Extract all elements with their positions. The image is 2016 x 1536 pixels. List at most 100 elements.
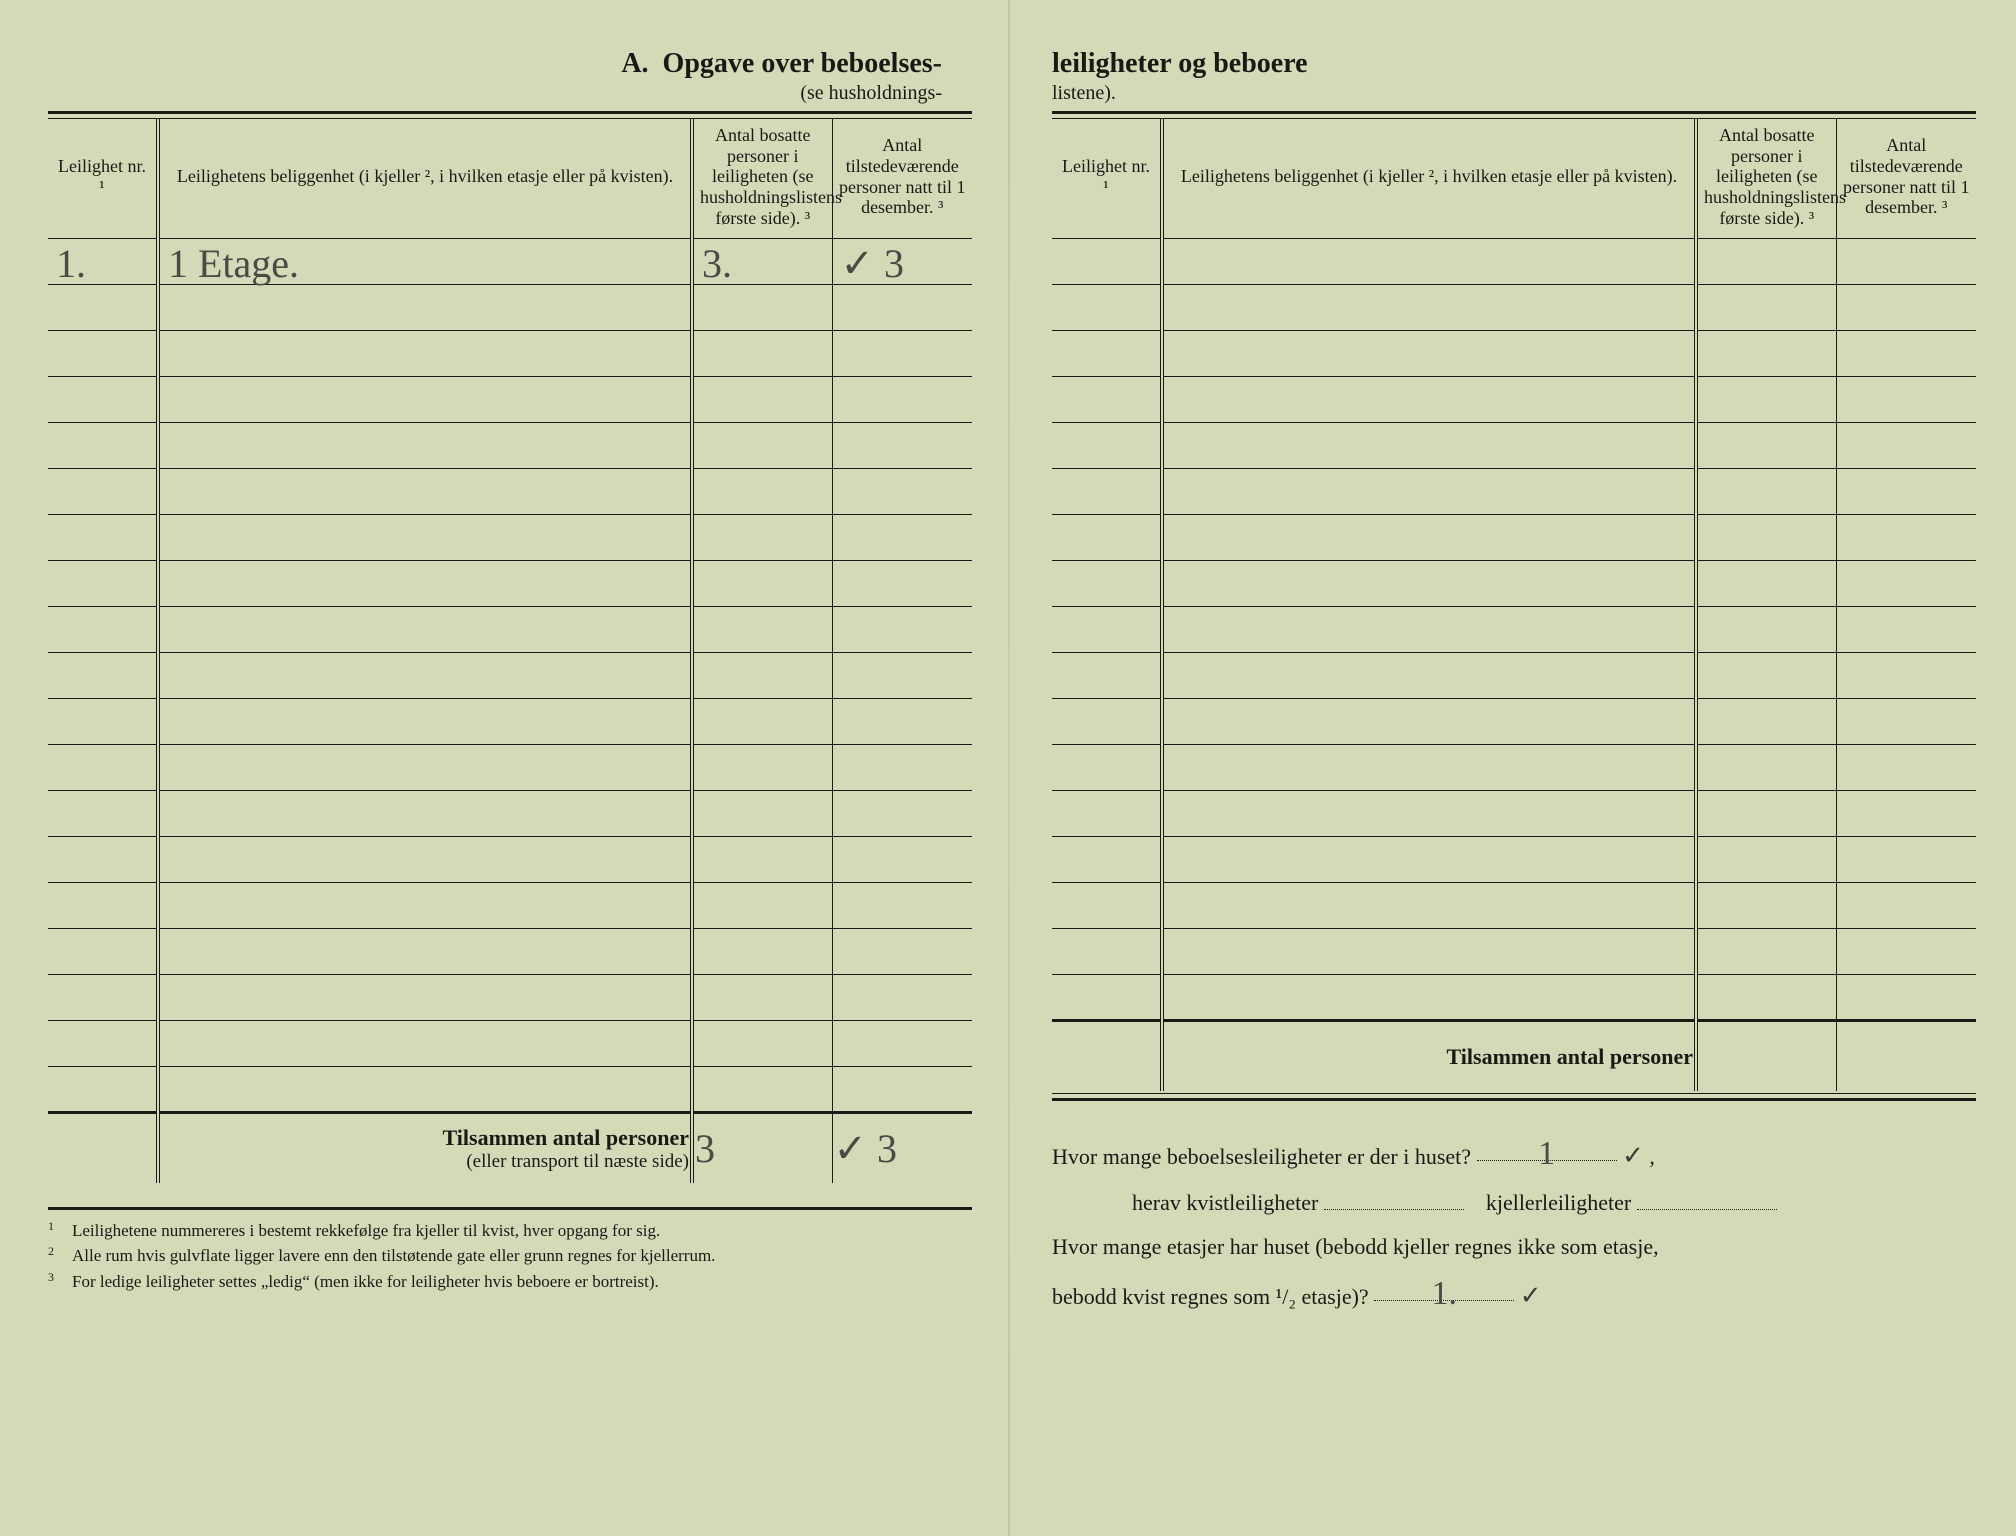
cell-p1 <box>692 423 832 469</box>
cell-p2 <box>832 423 972 469</box>
footnotes: 1Leilighetene nummereres i bestemt rekke… <box>48 1207 972 1295</box>
cell-nr <box>48 561 158 607</box>
cell-loc <box>158 837 692 883</box>
cell-p1 <box>1696 561 1836 607</box>
cell-nr <box>48 837 158 883</box>
table-row <box>48 699 972 745</box>
cell-loc: 1 Etage. <box>158 239 692 285</box>
cell-nr <box>1052 837 1162 883</box>
rule-bottom-r <box>1052 1093 1976 1101</box>
table-row <box>1052 607 1976 653</box>
cell-p1 <box>692 745 832 791</box>
cell-p2 <box>832 377 972 423</box>
cell-loc <box>1162 377 1696 423</box>
cell-nr <box>48 791 158 837</box>
table-row <box>48 331 972 377</box>
tilsammen-row-r: Tilsammen antal personer <box>1052 1021 1976 1091</box>
table-row <box>1052 791 1976 837</box>
cell-nr <box>48 975 158 1021</box>
document-spread: A. Opgave over beboelses- (se husholdnin… <box>0 0 2016 1536</box>
q2-blank-a <box>1324 1184 1464 1210</box>
tilsammen-p1: 3 <box>695 1126 715 1171</box>
cell-nr <box>48 515 158 561</box>
cell-loc <box>158 699 692 745</box>
cell-p2 <box>1836 975 1976 1021</box>
cell-loc <box>1162 699 1696 745</box>
cell-loc <box>1162 469 1696 515</box>
cell-p2 <box>1836 929 1976 975</box>
cell-p2 <box>1836 561 1976 607</box>
cell-p2 <box>832 469 972 515</box>
cell-p1 <box>692 515 832 561</box>
cell-p2 <box>832 285 972 331</box>
cell-p2 <box>832 607 972 653</box>
tilsammen-row: Tilsammen antal personer (eller transpor… <box>48 1113 972 1183</box>
table-row <box>1052 745 1976 791</box>
table-row <box>1052 561 1976 607</box>
cell-nr <box>48 1021 158 1067</box>
cell-p1 <box>692 331 832 377</box>
cell-p2 <box>832 837 972 883</box>
cell-loc <box>1162 883 1696 929</box>
handwritten-value: 3. <box>702 241 732 286</box>
cell-loc <box>158 331 692 377</box>
rule-r <box>1052 111 1976 119</box>
handwritten-value: 1 Etage. <box>168 241 299 286</box>
cell-p2 <box>832 515 972 561</box>
cell-loc <box>158 561 692 607</box>
cell-nr <box>1052 607 1162 653</box>
cell-loc <box>158 607 692 653</box>
title-row: A. Opgave over beboelses- <box>48 48 972 80</box>
q1-text: Hvor mange beboelsesleiligheter er der i… <box>1052 1144 1471 1169</box>
cell-p1 <box>1696 423 1836 469</box>
hdr-nr-r: Leilighet nr. ¹ <box>1052 119 1162 239</box>
cell-p2 <box>832 929 972 975</box>
table-row <box>48 837 972 883</box>
cell-p2 <box>1836 285 1976 331</box>
cell-nr <box>1052 699 1162 745</box>
q3-text-a: Hvor mange etasjer har huset (bebodd kje… <box>1052 1234 1659 1259</box>
cell-p1 <box>1696 699 1836 745</box>
cell-p1 <box>1696 745 1836 791</box>
question-1: Hvor mange beboelsesleiligheter er der i… <box>1052 1129 1976 1181</box>
cell-p1 <box>692 929 832 975</box>
cell-p1 <box>1696 929 1836 975</box>
cell-p2 <box>1836 883 1976 929</box>
cell-p2 <box>832 975 972 1021</box>
cell-p1 <box>692 791 832 837</box>
hdr-loc: Leilighetens beliggenhet (i kjeller ², i… <box>158 119 692 239</box>
q3-text-b: bebodd kvist regnes som ¹/₂ etasje)? <box>1052 1284 1369 1309</box>
table-row <box>48 1021 972 1067</box>
cell-p2 <box>832 653 972 699</box>
cell-loc <box>1162 837 1696 883</box>
cell-loc <box>1162 745 1696 791</box>
cell-nr <box>48 285 158 331</box>
table-row <box>48 515 972 561</box>
table-row <box>48 883 972 929</box>
cell-nr <box>1052 377 1162 423</box>
left-tbody: 1.1 Etage.3.✓ 3 <box>48 239 972 1113</box>
cell-p1 <box>1696 883 1836 929</box>
right-tbody <box>1052 239 1976 1021</box>
hdr-p2: Antal tilstedeværende personer natt til … <box>832 119 972 239</box>
cell-p1 <box>692 653 832 699</box>
cell-p2 <box>832 561 972 607</box>
tilsammen-label: Tilsammen antal personer <box>161 1125 689 1151</box>
cell-nr <box>1052 883 1162 929</box>
cell-nr <box>1052 469 1162 515</box>
table-row <box>48 561 972 607</box>
cell-nr <box>1052 561 1162 607</box>
cell-p1 <box>692 883 832 929</box>
table-row <box>48 377 972 423</box>
subtitle: (se husholdnings- <box>48 82 972 105</box>
cell-p1 <box>1696 469 1836 515</box>
title-row-r: leiligheter og beboere <box>1052 48 1976 80</box>
hdr-p2-r: Antal tilstedeværende personer natt til … <box>1836 119 1976 239</box>
table-row <box>48 423 972 469</box>
cell-p2: ✓ 3 <box>832 239 972 285</box>
cell-p2 <box>1836 515 1976 561</box>
q1-check: ✓ <box>1622 1140 1644 1170</box>
cell-p2 <box>1836 653 1976 699</box>
cell-p2 <box>1836 837 1976 883</box>
cell-p1: 3. <box>692 239 832 285</box>
